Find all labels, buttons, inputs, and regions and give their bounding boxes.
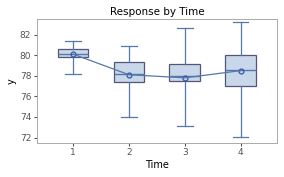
- PathPatch shape: [170, 64, 200, 81]
- PathPatch shape: [58, 50, 88, 57]
- PathPatch shape: [225, 55, 256, 86]
- X-axis label: Time: Time: [145, 160, 169, 170]
- Y-axis label: y: y: [7, 78, 17, 84]
- PathPatch shape: [114, 62, 144, 82]
- Title: Response by Time: Response by Time: [110, 7, 204, 17]
